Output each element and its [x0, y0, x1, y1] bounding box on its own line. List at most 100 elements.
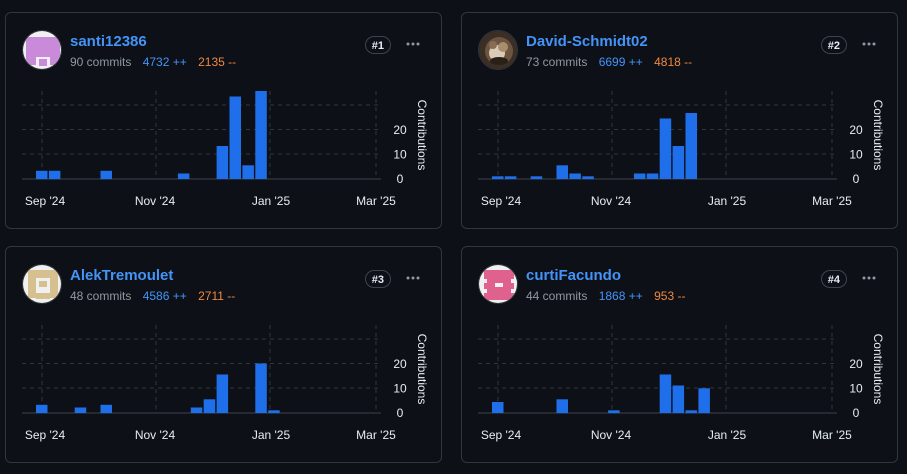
deletions-count: 2711 --	[198, 289, 236, 303]
commit-count: 44 commits	[526, 289, 588, 303]
commit-count: 90 commits	[70, 55, 132, 69]
username-link[interactable]: David-Schmidt02	[526, 33, 648, 50]
chart-bar[interactable]	[216, 146, 229, 179]
chart-bar[interactable]	[582, 176, 594, 180]
chart-bar[interactable]	[608, 410, 620, 414]
contribution-stats: 73 commits 6699 ++ 4818 --	[526, 55, 692, 69]
x-tick-label: Sep '24	[481, 428, 522, 442]
x-tick-label: Jan '25	[708, 428, 747, 442]
chart-bar[interactable]	[48, 170, 61, 180]
x-tick-label: Nov '24	[591, 428, 632, 442]
more-options-button[interactable]	[855, 30, 883, 58]
additions-count: 6699 ++	[598, 55, 643, 69]
chart-bar[interactable]	[242, 165, 254, 180]
kebab-horizontal-icon	[862, 276, 876, 280]
x-tick-label: Mar '25	[812, 194, 852, 208]
contribution-chart: 0 10 20 Sep '24 Nov '24 Jan '25 Mar '25 Contrib…	[22, 325, 429, 442]
chart-bar[interactable]	[633, 173, 646, 180]
chart-bar[interactable]	[646, 173, 659, 180]
chart-bar[interactable]	[255, 91, 267, 179]
additions-count: 4586 ++	[142, 289, 187, 303]
y-axis-label: Contributions	[871, 334, 885, 405]
chart-bar[interactable]	[177, 173, 190, 180]
username-link[interactable]: santi12386	[70, 33, 147, 50]
contributor-card: curtiFacundo 44 commits 1868 ++ 953 -- #…	[461, 246, 898, 463]
kebab-horizontal-icon	[862, 42, 876, 46]
chart-bar[interactable]	[556, 165, 569, 180]
y-tick-label: 20	[393, 123, 407, 137]
contribution-stats: 90 commits 4732 ++ 2135 --	[70, 55, 236, 69]
y-tick-label: 0	[397, 172, 404, 186]
y-tick-label: 10	[393, 382, 407, 396]
chart-bar[interactable]	[530, 176, 543, 180]
x-tick-label: Nov '24	[591, 194, 632, 208]
avatar[interactable]	[22, 30, 62, 70]
rank-badge: #3	[364, 270, 391, 288]
more-options-button[interactable]	[399, 264, 427, 292]
x-tick-label: Sep '24	[25, 428, 66, 442]
deletions-count: 4818 --	[654, 55, 693, 69]
chart-bar[interactable]	[569, 173, 581, 180]
username-link[interactable]: AlekTremoulet	[70, 267, 174, 284]
chart-bar[interactable]	[685, 410, 698, 414]
y-tick-label: 0	[853, 406, 860, 420]
y-axis-label: Contributions	[415, 100, 429, 171]
y-axis-label: Contributions	[871, 100, 885, 171]
chart-bar[interactable]	[268, 410, 280, 414]
rank-badge: #4	[820, 270, 847, 288]
more-options-button[interactable]	[855, 264, 883, 292]
chart-bar[interactable]	[255, 363, 267, 414]
commit-count: 48 commits	[70, 289, 132, 303]
commit-count: 73 commits	[526, 55, 588, 69]
pixel-avatar-purple-icon	[23, 31, 61, 69]
y-tick-label: 20	[393, 357, 407, 371]
chart-bar[interactable]	[698, 388, 710, 414]
chart-bar[interactable]	[203, 399, 216, 414]
chart-bar[interactable]	[492, 176, 504, 180]
chart-bar[interactable]	[100, 404, 113, 414]
chart-bar[interactable]	[659, 118, 672, 180]
chart-bar[interactable]	[216, 374, 229, 414]
photo-avatar-icon	[479, 31, 517, 69]
contributor-card: AlekTremoulet 48 commits 4586 ++ 2711 --…	[5, 246, 442, 463]
chart-bar[interactable]	[504, 176, 517, 180]
contribution-chart: 0 10 20 Sep '24 Nov '24 Jan '25 Mar '25 Contrib…	[22, 91, 429, 208]
avatar[interactable]	[478, 30, 518, 70]
y-tick-label: 10	[849, 382, 863, 396]
chart-bar[interactable]	[36, 170, 48, 180]
x-tick-label: Nov '24	[135, 428, 176, 442]
deletions-count: 2135 --	[198, 55, 237, 69]
additions-count: 1868 ++	[598, 289, 643, 303]
x-tick-label: Mar '25	[356, 428, 396, 442]
chart-bar[interactable]	[229, 96, 242, 180]
avatar[interactable]	[22, 264, 62, 304]
x-tick-label: Sep '24	[481, 194, 522, 208]
chart-bar[interactable]	[100, 170, 113, 180]
x-tick-label: Sep '24	[25, 194, 66, 208]
chart-bar[interactable]	[36, 404, 48, 414]
kebab-horizontal-icon	[406, 276, 420, 280]
chart-bar[interactable]	[190, 407, 203, 414]
contributor-card: santi12386 90 commits 4732 ++ 2135 -- #1…	[5, 12, 442, 229]
more-options-button[interactable]	[399, 30, 427, 58]
contribution-stats: 48 commits 4586 ++ 2711 --	[70, 289, 235, 303]
x-tick-label: Jan '25	[252, 194, 291, 208]
chart-bar[interactable]	[74, 407, 87, 414]
y-tick-label: 0	[853, 172, 860, 186]
chart-bar[interactable]	[685, 113, 698, 179]
x-tick-label: Mar '25	[356, 194, 396, 208]
rank-badge: #2	[820, 36, 847, 54]
chart-bar[interactable]	[659, 374, 672, 414]
chart-bar[interactable]	[556, 399, 569, 414]
chart-bar[interactable]	[492, 402, 504, 413]
username-link[interactable]: curtiFacundo	[526, 267, 622, 284]
avatar[interactable]	[478, 264, 518, 304]
chart-bar[interactable]	[672, 385, 685, 414]
y-tick-label: 20	[849, 123, 863, 137]
chart-bar[interactable]	[672, 146, 685, 179]
x-tick-label: Nov '24	[135, 194, 176, 208]
y-tick-label: 0	[397, 406, 404, 420]
contribution-chart: 0 10 20 Sep '24 Nov '24 Jan '25 Mar '25 Contrib…	[478, 91, 885, 208]
x-tick-label: Jan '25	[252, 428, 291, 442]
pixel-avatar-tan-icon	[23, 265, 61, 303]
